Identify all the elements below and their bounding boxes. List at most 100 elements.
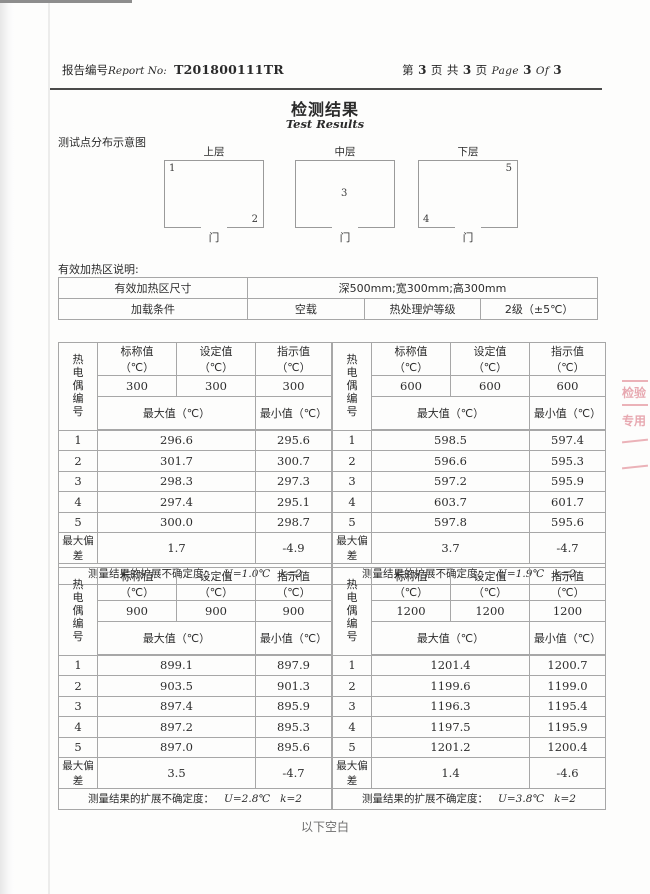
page-label-en: Page	[491, 65, 520, 77]
cell-furnace-class-value: 2级（±5℃）	[480, 298, 598, 320]
col-indicated-label: 指示值	[551, 570, 584, 583]
table-row: 有效加热区尺寸 深500mm;宽300mm;高300mm	[58, 277, 598, 299]
col-nominal-unit: （℃）	[119, 586, 155, 599]
cell-max-value: 298.3	[97, 470, 256, 492]
col-nominal-label: 标称值	[394, 570, 428, 583]
cell-max-deviation-max: 1.7	[97, 532, 256, 564]
cell-min-value: 295.6	[255, 429, 332, 451]
cell-min-value: 601.7	[529, 491, 606, 513]
oven-floor-right	[227, 227, 264, 228]
page-current-en: 3	[523, 63, 532, 77]
cell-tc-id: 3	[332, 470, 372, 492]
cell-max-deviation-min: -4.7	[255, 757, 332, 789]
table-row: 5 300.0 298.7	[58, 511, 332, 533]
oven-layer-label: 上层	[203, 146, 225, 158]
cell-max-value: 897.0	[97, 736, 256, 758]
table-row: 4 603.7 601.7	[332, 491, 606, 513]
uncertainty-label: 测量结果的扩展不确定度：	[362, 793, 489, 806]
table-row: 1 598.5 597.4	[332, 429, 606, 451]
test-point-5: 5	[505, 163, 512, 174]
page-indicator: 第 3 页 共 3 页 Page 3 Of 3	[402, 62, 562, 78]
cell-nominal-value: 300	[97, 375, 177, 397]
cell-max-value: 603.7	[371, 491, 530, 513]
cell-min-value: 897.9	[255, 654, 332, 676]
table-row: 3 897.4 895.9	[58, 695, 332, 717]
report-number: 报告编号Report No: T201800111TR	[62, 62, 284, 78]
oven-floor-left	[418, 227, 455, 228]
col-nominal-unit: （℃）	[119, 361, 155, 374]
oven-walls	[418, 160, 518, 228]
col-set-unit: （℃）	[472, 361, 508, 374]
col-nominal-unit: （℃）	[393, 361, 429, 374]
table-row: 3 298.3 297.3	[58, 470, 332, 492]
cell-tc-id: 1	[58, 429, 98, 451]
seal-bar-top	[622, 380, 648, 382]
coverage-factor: k=2	[280, 793, 302, 806]
cell-max-value: 597.2	[371, 470, 530, 492]
oven-door-label: 门	[462, 232, 474, 244]
seal-bar-mid	[622, 404, 648, 406]
cell-col-indicated: 指示值 （℃）	[529, 342, 606, 376]
cell-col-min: 最小值（℃）	[529, 620, 606, 655]
cell-set-value: 300	[176, 375, 256, 397]
col-set-label: 设定值	[473, 345, 507, 358]
oven-diagram-upper: 上层 1 2 门	[164, 146, 264, 244]
report-no-value: T201800111TR	[174, 62, 284, 77]
cell-min-value: 1195.9	[529, 716, 606, 738]
cell-set-value: 600	[450, 375, 530, 397]
oven-door-label: 门	[208, 232, 220, 244]
table-row: 热 电 偶 编 号 标称值 （℃）	[332, 342, 606, 431]
data-table-group-1: 热 电 偶 编 号 标称值 （℃）	[58, 342, 606, 585]
table-row: 3 597.2 595.9	[332, 470, 606, 492]
col-set-unit: （℃）	[198, 586, 234, 599]
cell-col-max: 最大值（℃）	[97, 395, 256, 430]
cell-max-deviation-max: 3.5	[97, 757, 256, 789]
cell-min-value: 295.1	[255, 491, 332, 513]
oven-diagram-lower: 下层 5 4 门	[418, 146, 518, 244]
cell-tc-id: 1	[332, 429, 372, 451]
oven-floor-left	[295, 227, 332, 228]
oven-floor-right	[358, 227, 395, 228]
cell-set-value: 1200	[450, 600, 530, 622]
oven-door-label: 门	[339, 232, 351, 244]
test-point-diagram: 上层 1 2 门 中层 3 门 下层 5	[150, 142, 550, 244]
cell-uncertainty: 测量结果的扩展不确定度： U=3.8℃ k=2	[332, 788, 606, 810]
cell-max-value: 598.5	[371, 429, 530, 451]
cell-thermocouple-id-header: 热 电 偶 编 号	[58, 342, 98, 431]
cell-zone-size-value: 深500mm;宽300mm;高300mm	[247, 277, 598, 299]
cell-col-indicated: 指示值 （℃）	[529, 567, 606, 601]
table-row: 最大值（℃） 最小值（℃）	[333, 395, 606, 430]
cell-max-deviation-label: 最大偏差	[332, 757, 372, 789]
cell-max-deviation-label: 最大偏差	[332, 532, 372, 564]
cell-indicated-value: 600	[529, 375, 606, 397]
scan-left-fold	[48, 0, 50, 894]
cell-min-value: 1195.4	[529, 695, 606, 717]
table-row: 2 903.5 901.3	[58, 675, 332, 697]
cell-min-value: 595.9	[529, 470, 606, 492]
cell-set-value: 900	[176, 600, 256, 622]
cell-col-nominal: 标称值 （℃）	[97, 342, 177, 376]
cell-max-deviation-max: 3.7	[371, 532, 530, 564]
cell-min-value: 1199.0	[529, 675, 606, 697]
oven-walls	[164, 160, 264, 228]
cell-col-set: 设定值 （℃）	[176, 567, 256, 601]
col-indicated-label: 指示值	[277, 570, 310, 583]
uncertainty-label: 测量结果的扩展不确定度：	[88, 793, 215, 806]
cell-max-value: 1197.5	[371, 716, 530, 738]
cell-nominal-value: 1200	[371, 600, 451, 622]
blank-below-note: 以下空白	[300, 820, 349, 834]
cell-tc-id: 1	[58, 654, 98, 676]
col-nominal-label: 标称值	[120, 345, 154, 358]
col-indicated-unit: （℃）	[550, 586, 585, 599]
data-table-600: 热 电 偶 编 号 标称值 （℃）	[332, 342, 606, 585]
uncertainty-value: U=3.8℃	[498, 793, 545, 806]
data-table-900: 热 电 偶 编 号 标称值 （℃）	[58, 567, 332, 810]
data-table-1200: 热 电 偶 编 号 标称值 （℃）	[332, 567, 606, 810]
cell-tc-id: 5	[332, 511, 372, 533]
heating-zone-caption: 有效加热区说明:	[58, 263, 139, 276]
table-row: 最大值（℃） 最小值（℃）	[59, 395, 332, 430]
col-set-label: 设定值	[199, 345, 233, 358]
page-label-1: 第	[402, 63, 415, 77]
